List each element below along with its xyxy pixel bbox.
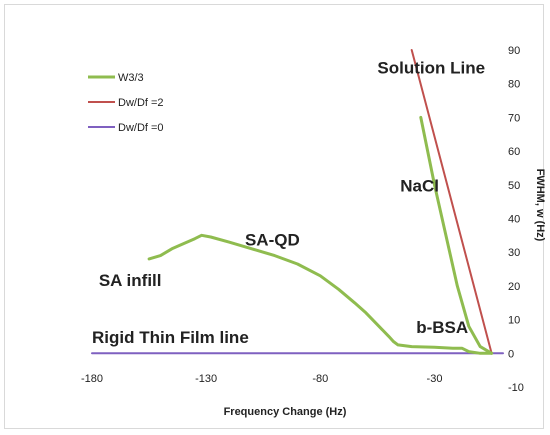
annotation-label: Solution Line: [377, 59, 485, 78]
annotation-label: Rigid Thin Film line: [92, 328, 249, 347]
y-tick-label: 60: [508, 146, 520, 158]
y-tick-label: 70: [508, 112, 520, 124]
legend-label: Dw/Df =2: [118, 97, 164, 109]
legend-label: W3/3: [118, 72, 144, 84]
series-line-1: [419, 115, 494, 355]
annotation-label: b-BSA: [416, 318, 468, 337]
y-tick-label: 40: [508, 214, 520, 226]
annotation-label: SA-QD: [245, 230, 300, 249]
y-tick-label: -10: [508, 382, 524, 394]
x-tick-label: -30: [427, 373, 443, 385]
series-line-2: [410, 49, 493, 355]
y-tick-label: 0: [508, 348, 514, 360]
series-layer: [91, 49, 504, 355]
chart-frame: [4, 4, 544, 429]
x-tick-label: -130: [195, 373, 217, 385]
y-tick-label: 10: [508, 315, 520, 327]
annotation-label: SA infill: [99, 271, 162, 290]
x-tick-label: -80: [312, 373, 328, 385]
series-line-0: [147, 233, 494, 355]
y-axis-title: FWHM, w (Hz): [534, 169, 546, 242]
y-tick-label: 50: [508, 180, 520, 192]
y-tick-label: 20: [508, 281, 520, 293]
x-axis-title: Frequency Change (Hz): [224, 406, 347, 418]
legend-label: Dw/Df =0: [118, 122, 164, 134]
x-axis-ticks: -180 -130 -80 -30: [81, 373, 442, 385]
y-tick-label: 80: [508, 79, 520, 91]
x-tick-label: -180: [81, 373, 103, 385]
annotations: Solution Line NaCl SA-QD SA infill b-BSA Rigi…: [92, 59, 485, 348]
y-tick-label: 90: [508, 45, 520, 57]
legend: W3/3 Dw/Df =2 Dw/Df =0: [88, 72, 164, 134]
y-axis-ticks: -10 0 10 20 30 40 50 60 70 80 90: [508, 45, 524, 394]
annotation-label: NaCl: [400, 177, 439, 196]
y-tick-label: 30: [508, 247, 520, 259]
